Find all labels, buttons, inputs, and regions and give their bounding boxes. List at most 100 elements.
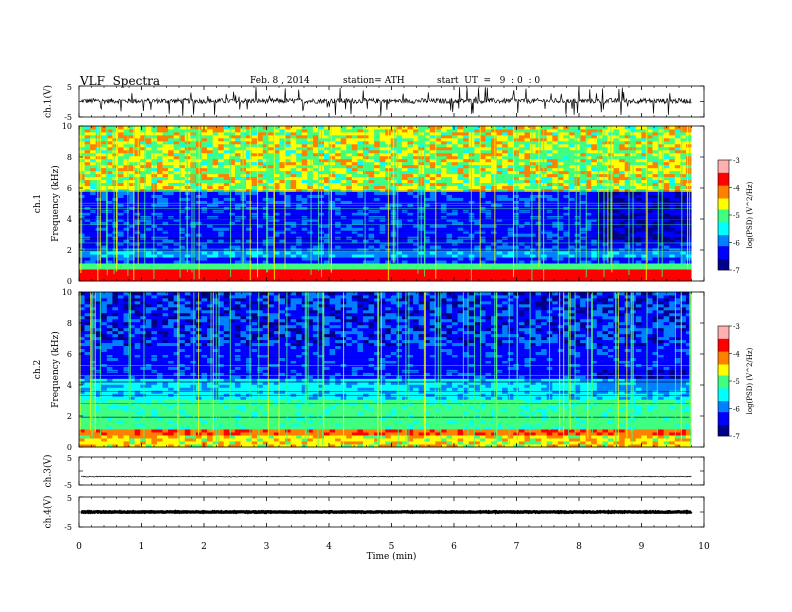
spec1-ytick-label: 2	[67, 246, 72, 255]
colorbar-segment	[718, 375, 729, 378]
ch1-ytick-bottom: -5	[64, 113, 72, 122]
colorbar-segment	[718, 253, 729, 256]
colorbar-segment	[718, 176, 729, 179]
colorbar-segment	[718, 338, 729, 341]
colorbar-segment	[718, 417, 729, 420]
colorbar-segment	[718, 200, 729, 203]
colorbar-segment	[718, 183, 729, 186]
spec2-ytick-label: 6	[67, 350, 72, 359]
colorbar-segment	[718, 229, 729, 232]
colorbar-segment	[718, 346, 729, 349]
x-tick-label: 2	[201, 542, 207, 552]
colorbar-segment	[718, 246, 729, 249]
colorbar-segment	[718, 368, 729, 371]
colorbar-segment	[718, 432, 729, 435]
colorbar-segment	[718, 430, 729, 433]
colorbar-segment	[718, 169, 729, 172]
colorbar-segment	[718, 165, 729, 168]
colorbar-segment	[718, 180, 729, 183]
colorbar-segment	[718, 351, 729, 354]
colorbar-segment	[718, 257, 729, 260]
ch3-ylabel: ch.3(V)	[43, 455, 54, 488]
ch3-ytick-bottom: -5	[64, 481, 72, 490]
ch1-ytick-top: 5	[67, 83, 72, 92]
colorbar-segment	[718, 388, 729, 391]
colorbar-segment	[718, 238, 729, 241]
colorbar-segment	[718, 182, 729, 185]
colorbar-segment	[718, 392, 729, 395]
colorbar-segment	[718, 185, 729, 188]
spec2-colorbar-label: log(PSD) (V^2/Hz)	[746, 347, 754, 414]
spec1-ylabel: Frequency (kHz)	[50, 165, 61, 242]
start-time-label: start UT = 9 : 0 : 0	[437, 76, 541, 86]
colorbar-segment	[718, 209, 729, 212]
spec2-ytick-label: 4	[67, 381, 72, 390]
spec2-ytick-label: 0	[67, 443, 72, 452]
colorbar-segment	[718, 362, 729, 365]
colorbar-segment	[718, 371, 729, 374]
colorbar-segment	[718, 216, 729, 219]
spec2-ylabel: Frequency (kHz)	[50, 331, 61, 408]
colorbar-segment	[718, 414, 729, 417]
spec1-ytick-label: 0	[67, 277, 72, 286]
colorbar-segment	[718, 379, 729, 382]
colorbar-segment	[718, 366, 729, 369]
colorbar-segment	[718, 337, 729, 340]
colorbar-segment	[718, 355, 729, 358]
colorbar-segment	[718, 204, 729, 207]
spec1-colorbar-tick-label: -4	[733, 185, 740, 193]
spec2-no-data	[691, 292, 704, 447]
colorbar-segment	[718, 397, 729, 400]
colorbar-segment	[718, 174, 729, 177]
colorbar-segment	[718, 198, 729, 201]
colorbar-segment	[718, 222, 729, 225]
colorbar-segment	[718, 220, 729, 223]
spec1-colorbar-tick-label: -5	[733, 212, 740, 220]
ch3-trace	[80, 475, 692, 478]
colorbar-segment	[718, 382, 729, 385]
colorbar-segment	[718, 353, 729, 356]
colorbar-segment	[718, 333, 729, 336]
colorbar-segment	[718, 335, 729, 338]
x-tick-label: 7	[514, 542, 520, 552]
colorbar-segment	[718, 171, 729, 174]
colorbar-segment	[718, 349, 729, 352]
x-tick-label: 1	[139, 542, 145, 552]
colorbar-segment	[718, 160, 729, 163]
spec1-ytick-label: 8	[67, 153, 72, 162]
colorbar-segment	[718, 213, 729, 216]
spec1-ytick-label: 4	[67, 215, 72, 224]
x-tick-label: 6	[451, 542, 457, 552]
spec2-colorbar-tick-label: -3	[733, 323, 740, 331]
colorbar-segment	[718, 406, 729, 409]
colorbar-segment	[718, 344, 729, 347]
colorbar-segment	[718, 408, 729, 411]
spec1-colorbar-label: log(PSD) (V^2/Hz)	[746, 181, 754, 248]
colorbar-segment	[718, 227, 729, 230]
colorbar-segment	[718, 178, 729, 181]
colorbar-segment	[718, 233, 729, 236]
colorbar-segment	[718, 244, 729, 247]
colorbar-segment	[718, 191, 729, 194]
colorbar-segment	[718, 393, 729, 396]
colorbar-segment	[718, 231, 729, 234]
colorbar-segment	[718, 404, 729, 407]
x-tick-label: 9	[639, 542, 645, 552]
colorbar-segment	[718, 329, 729, 332]
colorbar-segment	[718, 364, 729, 367]
colorbar-segment	[718, 249, 729, 252]
colorbar-segment	[718, 421, 729, 424]
colorbar-segment	[718, 327, 729, 330]
spec2-colorbar-tick-label: -7	[733, 433, 740, 441]
colorbar-segment	[718, 235, 729, 238]
colorbar-segment	[718, 381, 729, 384]
colorbar-segment	[718, 193, 729, 196]
colorbar-segment	[718, 268, 729, 271]
ch3-frame	[78, 456, 705, 486]
spec2-colorbar-tick-label: -5	[733, 378, 740, 386]
colorbar-segment	[718, 331, 729, 334]
colorbar-segment	[718, 419, 729, 422]
spec2-heatmap	[79, 292, 692, 448]
x-tick-label: 3	[264, 542, 270, 552]
